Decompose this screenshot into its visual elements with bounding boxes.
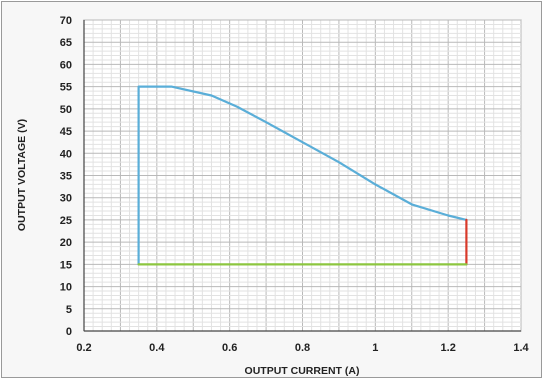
x-tick-label: 1 — [372, 342, 378, 354]
x-axis-title: OUTPUT CURRENT (A) — [245, 365, 360, 377]
x-tick-label: 0.8 — [295, 342, 310, 354]
x-tick-label: 0.6 — [222, 342, 237, 354]
y-tick-label: 35 — [60, 171, 72, 183]
x-tick-label: 0.4 — [149, 342, 165, 354]
y-tick-label: 65 — [60, 37, 72, 49]
y-tick-labels: 0 5 10 15 20 25 30 35 40 45 50 55 60 65 70 — [60, 15, 72, 338]
axes — [83, 20, 521, 332]
y-tick-label: 10 — [60, 282, 72, 294]
x-tick-labels: 0.2 0.4 0.6 0.8 1 1.2 1.4 — [76, 342, 529, 354]
y-tick-label: 70 — [60, 15, 72, 27]
y-axis-title: OUTPUT VOLTAGE (V) — [16, 119, 28, 231]
y-tick-label: 60 — [60, 59, 72, 71]
y-tick-label: 5 — [66, 304, 72, 316]
series-group — [137, 85, 468, 266]
y-tick-label: 45 — [60, 126, 72, 138]
x-tick-label: 1.4 — [513, 342, 529, 354]
y-tick-label: 50 — [60, 104, 72, 116]
grid — [83, 19, 522, 332]
y-tick-label: 15 — [60, 259, 72, 271]
y-tick-label: 25 — [60, 215, 72, 227]
series-line-1 — [137, 85, 468, 266]
y-tick-label: 30 — [60, 193, 72, 205]
x-tick-label: 1.2 — [441, 342, 456, 354]
y-tick-label: 20 — [60, 237, 72, 249]
x-tick-label: 0.2 — [76, 342, 91, 354]
y-tick-label: 55 — [60, 82, 72, 94]
y-tick-label: 0 — [66, 326, 72, 338]
y-tick-label: 40 — [60, 148, 72, 160]
